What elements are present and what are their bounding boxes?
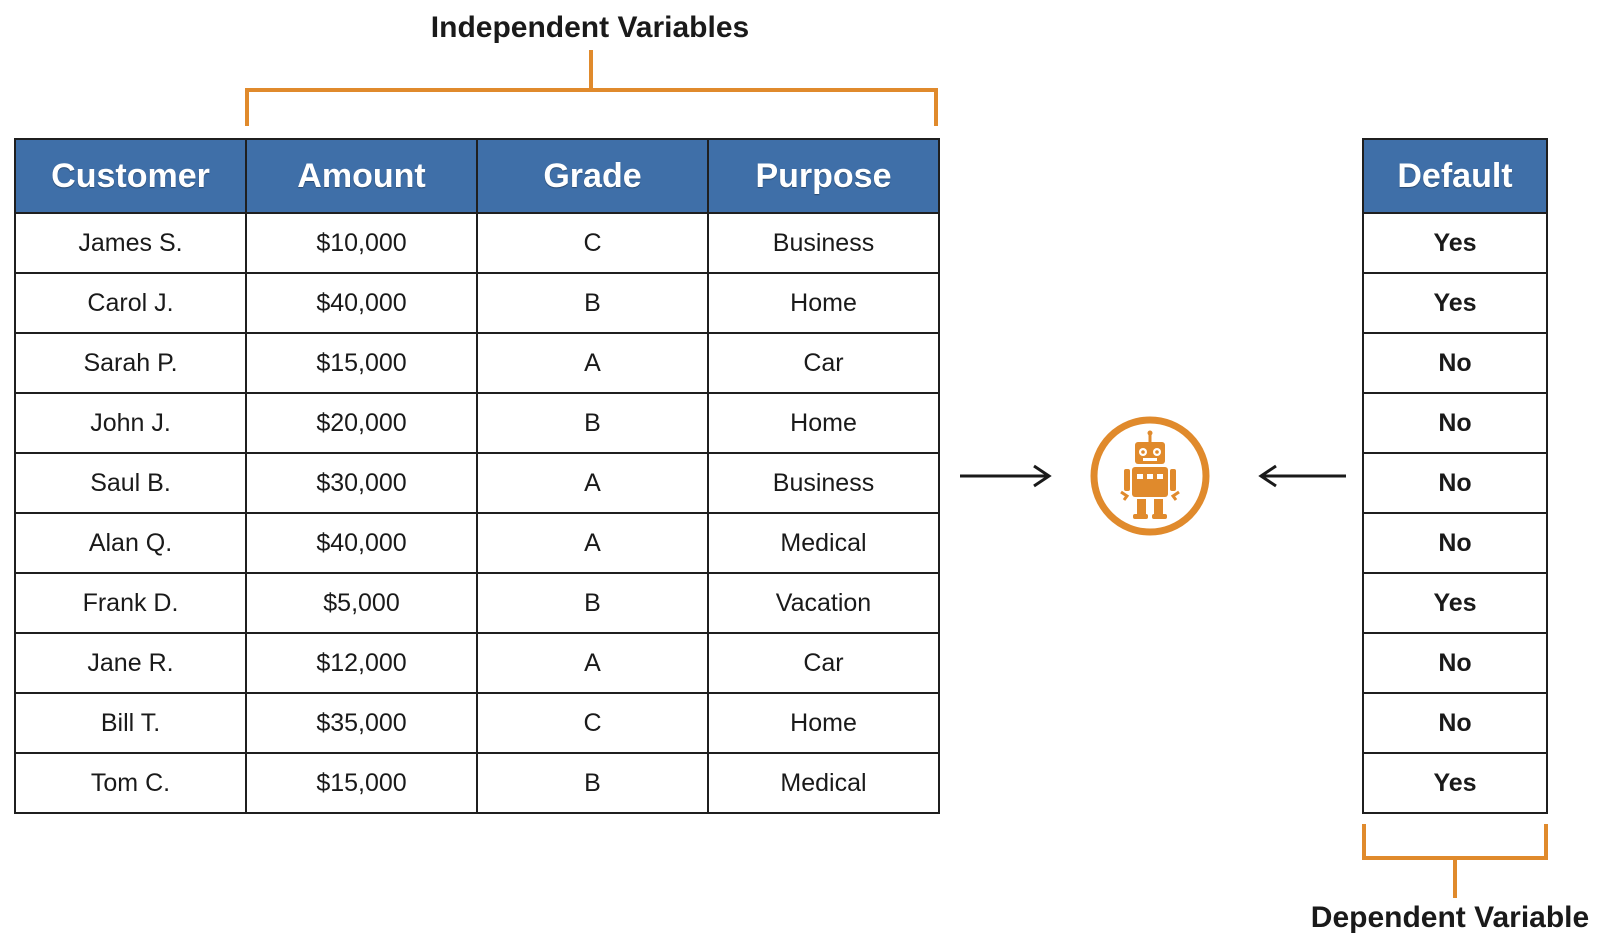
default-cell: No	[1362, 632, 1548, 694]
purpose-cell: Car	[707, 632, 940, 694]
default-cell: No	[1362, 512, 1548, 574]
header-amount: Amount	[245, 138, 478, 214]
default-cell: Yes	[1362, 572, 1548, 634]
amount-cell: $40,000	[245, 272, 478, 334]
table-row: Yes	[1362, 272, 1548, 334]
purpose-cell: Car	[707, 332, 940, 394]
grade-cell: A	[476, 452, 709, 514]
dependent-variable-label: Dependent Variable	[1310, 901, 1590, 934]
table-row: No	[1362, 692, 1548, 754]
header-purpose: Purpose	[707, 138, 940, 214]
default-cell: Yes	[1362, 212, 1548, 274]
grade-cell: A	[476, 512, 709, 574]
table-row: James S. $10,000 C Business	[14, 212, 940, 274]
amount-cell: $5,000	[245, 572, 478, 634]
table-row: Bill T. $35,000 C Home	[14, 692, 940, 754]
header-customer: Customer	[14, 138, 247, 214]
grade-cell: B	[476, 752, 709, 814]
arrow-right-icon	[960, 464, 1052, 488]
purpose-cell: Business	[707, 212, 940, 274]
grade-cell: B	[476, 572, 709, 634]
table-row: Jane R. $12,000 A Car	[14, 632, 940, 694]
table-row: Alan Q. $40,000 A Medical	[14, 512, 940, 574]
independent-bracket	[245, 50, 938, 126]
features-table: Customer Amount Grade Purpose James S. $…	[14, 138, 940, 814]
amount-cell: $10,000	[245, 212, 478, 274]
customer-cell: Carol J.	[14, 272, 247, 334]
customer-cell: Bill T.	[14, 692, 247, 754]
default-cell: No	[1362, 452, 1548, 514]
grade-cell: A	[476, 632, 709, 694]
table-row: John J. $20,000 B Home	[14, 392, 940, 454]
table-row: Yes	[1362, 212, 1548, 274]
purpose-cell: Vacation	[707, 572, 940, 634]
table-row: Yes	[1362, 572, 1548, 634]
table-row: No	[1362, 392, 1548, 454]
purpose-cell: Home	[707, 392, 940, 454]
header-grade: Grade	[476, 138, 709, 214]
table-row: Tom C. $15,000 B Medical	[14, 752, 940, 814]
default-cell: Yes	[1362, 752, 1548, 814]
customer-cell: John J.	[14, 392, 247, 454]
table-row: Yes	[1362, 752, 1548, 814]
purpose-cell: Medical	[707, 752, 940, 814]
default-cell: No	[1362, 692, 1548, 754]
table-row: No	[1362, 632, 1548, 694]
table-row: No	[1362, 332, 1548, 394]
purpose-cell: Home	[707, 692, 940, 754]
table-row: Saul B. $30,000 A Business	[14, 452, 940, 514]
customer-cell: Jane R.	[14, 632, 247, 694]
purpose-cell: Home	[707, 272, 940, 334]
grade-cell: C	[476, 692, 709, 754]
amount-cell: $40,000	[245, 512, 478, 574]
amount-cell: $35,000	[245, 692, 478, 754]
purpose-cell: Medical	[707, 512, 940, 574]
default-cell: No	[1362, 392, 1548, 454]
amount-cell: $15,000	[245, 752, 478, 814]
grade-cell: A	[476, 332, 709, 394]
amount-cell: $30,000	[245, 452, 478, 514]
customer-cell: James S.	[14, 212, 247, 274]
features-header-row: Customer Amount Grade Purpose	[14, 138, 940, 214]
table-row: Sarah P. $15,000 A Car	[14, 332, 940, 394]
customer-cell: Alan Q.	[14, 512, 247, 574]
dependent-bracket	[1362, 824, 1548, 898]
customer-cell: Saul B.	[14, 452, 247, 514]
table-row: No	[1362, 452, 1548, 514]
grade-cell: B	[476, 272, 709, 334]
amount-cell: $15,000	[245, 332, 478, 394]
table-row: Frank D. $5,000 B Vacation	[14, 572, 940, 634]
purpose-cell: Business	[707, 452, 940, 514]
default-header-row: Default	[1362, 138, 1548, 214]
robot-icon	[1090, 416, 1210, 536]
default-table: Default Yes Yes No No No No Yes No No Ye…	[1362, 138, 1548, 814]
customer-cell: Frank D.	[14, 572, 247, 634]
default-cell: Yes	[1362, 272, 1548, 334]
table-row: Carol J. $40,000 B Home	[14, 272, 940, 334]
grade-cell: C	[476, 212, 709, 274]
customer-cell: Sarah P.	[14, 332, 247, 394]
amount-cell: $20,000	[245, 392, 478, 454]
independent-variables-label: Independent Variables	[430, 11, 750, 44]
default-cell: No	[1362, 332, 1548, 394]
customer-cell: Tom C.	[14, 752, 247, 814]
table-row: No	[1362, 512, 1548, 574]
arrow-left-icon	[1258, 464, 1346, 488]
amount-cell: $12,000	[245, 632, 478, 694]
header-default: Default	[1362, 138, 1548, 214]
grade-cell: B	[476, 392, 709, 454]
